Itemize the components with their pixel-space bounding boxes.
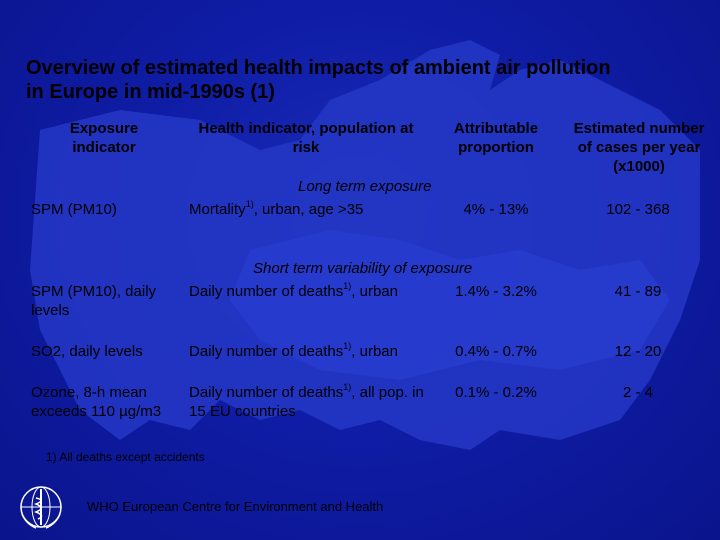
row-3-exposure: SO2, daily levels (31, 343, 143, 360)
row-1-exposure: SPM (PM10) (31, 201, 117, 218)
header-attributable-proportion: Attributable proportion (453, 120, 539, 156)
section-short-term-variability: Short term variability of exposure (253, 260, 473, 277)
row-2-cases: 41 - 89 (614, 283, 662, 300)
row-2-health: Daily number of deaths1), urban (189, 281, 398, 301)
row-4-proportion: 0.1% - 0.2% (455, 384, 537, 401)
row-2-proportion: 1.4% - 3.2% (455, 283, 537, 300)
row-1-cases: 102 - 368 (606, 201, 670, 218)
row-2-exposure: SPM (PM10), daily levels (31, 283, 157, 319)
row-3-health: Daily number of deaths1), urban (189, 341, 398, 361)
row-1-health: Mortality1), urban, age >35 (189, 199, 364, 219)
slide-title: Overview of estimated health impacts of … (26, 57, 611, 103)
who-emblem-icon (20, 486, 62, 529)
header-health-indicator: Health indicator, population at risk (198, 120, 414, 156)
row-4-cases: 2 - 4 (622, 384, 653, 401)
organization-name: WHO European Centre for Environment and … (87, 499, 384, 514)
row-3-cases: 12 - 20 (614, 343, 662, 360)
header-exposure-indicator: Exposure indicator (69, 120, 139, 156)
row-1-proportion: 4% - 13% (463, 201, 529, 218)
row-3-proportion: 0.4% - 0.7% (455, 343, 537, 360)
footnote: 1) All deaths except accidents (46, 450, 205, 464)
row-4-health: Daily number of deaths1), all pop. in 15… (189, 382, 424, 421)
header-estimated-cases: Estimated number of cases per year (x100… (573, 120, 705, 175)
row-4-exposure: Ozone, 8-h mean exceeds 110 µg/m3 (31, 384, 162, 420)
section-long-term-exposure: Long term exposure (298, 178, 432, 195)
